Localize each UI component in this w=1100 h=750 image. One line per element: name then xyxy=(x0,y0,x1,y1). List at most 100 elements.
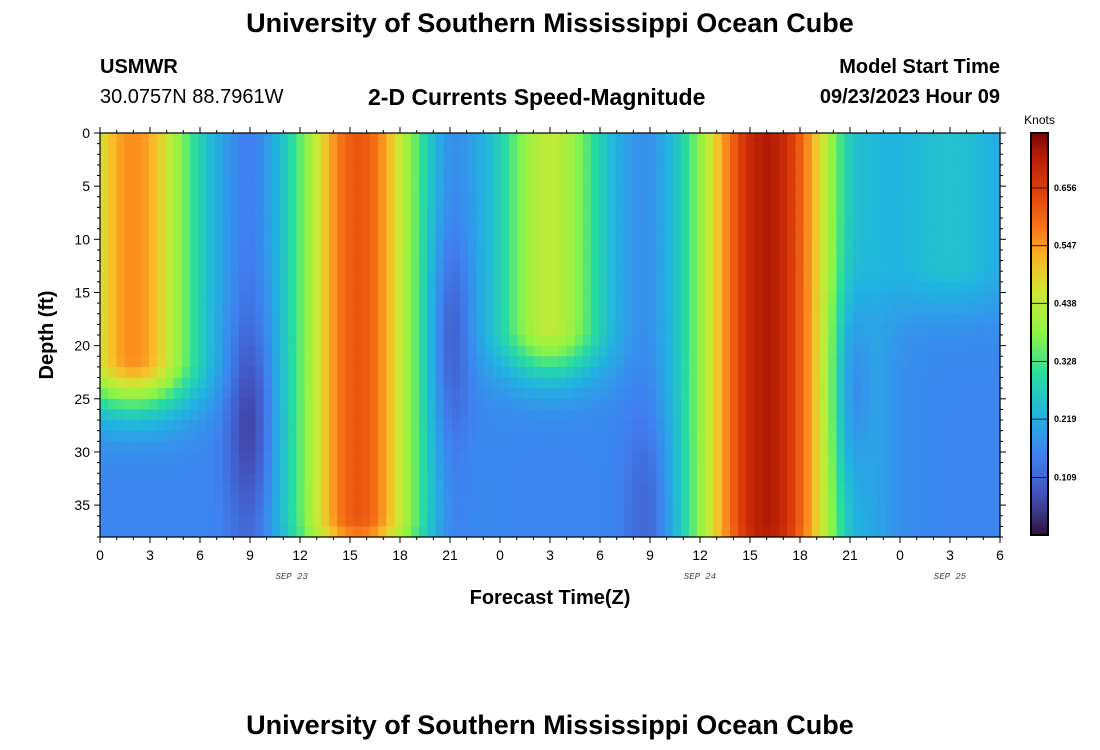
heatmap-cell xyxy=(983,154,993,166)
heatmap-cell xyxy=(206,388,216,400)
heatmap-cell xyxy=(271,377,281,389)
heatmap-cell xyxy=(468,483,477,496)
heatmap-cell xyxy=(288,335,297,347)
heatmap-cell xyxy=(329,388,338,400)
heatmap-cell xyxy=(713,526,723,538)
heatmap-cell xyxy=(885,388,895,400)
heatmap-cell xyxy=(476,505,486,517)
heatmap-cell xyxy=(427,494,437,506)
heatmap-cell xyxy=(623,260,633,272)
heatmap-cell xyxy=(353,239,363,251)
heatmap-cell xyxy=(713,207,723,219)
heatmap-cell xyxy=(410,430,420,442)
heatmap-cell xyxy=(173,324,183,336)
heatmap-cell xyxy=(402,356,412,368)
heatmap-cell xyxy=(631,451,641,464)
heatmap-cell xyxy=(312,526,322,538)
heatmap-cell xyxy=(885,526,895,538)
heatmap-cell xyxy=(680,260,690,272)
heatmap-cell xyxy=(959,207,968,219)
heatmap-cell xyxy=(476,313,486,325)
heatmap-cell xyxy=(746,324,756,336)
heatmap-cell xyxy=(443,228,453,240)
heatmap-cell xyxy=(918,388,927,400)
heatmap-cell xyxy=(149,430,158,442)
heatmap-cell xyxy=(190,186,199,198)
heatmap-cell xyxy=(967,451,977,464)
heatmap-cell xyxy=(762,526,772,538)
heatmap-cell xyxy=(517,398,527,411)
heatmap-cell xyxy=(918,164,927,177)
heatmap-cell xyxy=(370,335,379,347)
heatmap-cell xyxy=(190,164,199,177)
heatmap-cell xyxy=(820,207,829,219)
heatmap-cell xyxy=(983,303,993,315)
heatmap-cell xyxy=(149,196,158,209)
heatmap-cell xyxy=(590,356,600,368)
heatmap-cell xyxy=(852,207,862,219)
heatmap-cell xyxy=(705,409,715,421)
heatmap-cell xyxy=(623,133,633,145)
heatmap-cell xyxy=(607,186,617,198)
heatmap-cell xyxy=(689,324,698,336)
heatmap-cell xyxy=(149,133,158,145)
heatmap-cell xyxy=(762,154,772,166)
heatmap-cell xyxy=(214,451,224,464)
heatmap-cell xyxy=(140,388,150,400)
heatmap-cell xyxy=(451,207,461,219)
heatmap-cell xyxy=(689,420,698,432)
heatmap-cell xyxy=(836,292,846,304)
heatmap-cell xyxy=(975,515,985,527)
heatmap-cell xyxy=(967,175,977,187)
heatmap-cell xyxy=(157,249,167,262)
heatmap-cell xyxy=(271,388,281,400)
heatmap-cell xyxy=(492,356,502,368)
heatmap-cell xyxy=(746,398,756,411)
heatmap-cell xyxy=(288,196,297,209)
heatmap-cell xyxy=(574,483,584,496)
heatmap-cell xyxy=(304,239,314,251)
heatmap-cell xyxy=(239,239,248,251)
heatmap-cell xyxy=(713,143,723,155)
heatmap-cell xyxy=(255,377,265,389)
heatmap-cell xyxy=(656,451,666,464)
heatmap-cell xyxy=(967,409,977,421)
heatmap-cell xyxy=(100,164,109,177)
heatmap-cell xyxy=(100,409,109,421)
heatmap-cell xyxy=(222,239,232,251)
x-tick-label: 6 xyxy=(996,547,1004,563)
heatmap-cell xyxy=(566,324,576,336)
heatmap-cell xyxy=(271,398,281,411)
heatmap-cell xyxy=(558,260,567,272)
heatmap-cell xyxy=(770,409,780,421)
heatmap-cell xyxy=(713,239,723,251)
heatmap-cell xyxy=(779,239,788,251)
heatmap-cell xyxy=(607,494,617,506)
heatmap-cell xyxy=(697,324,707,336)
heatmap-cell xyxy=(206,133,216,145)
heatmap-cell xyxy=(132,154,142,166)
heatmap-cell xyxy=(402,451,412,464)
heatmap-cell xyxy=(361,281,371,294)
heatmap-cell xyxy=(353,377,363,389)
heatmap-cell xyxy=(918,271,927,283)
heatmap-cell xyxy=(582,207,592,219)
heatmap-cell xyxy=(607,292,617,304)
heatmap-cell xyxy=(852,483,862,496)
heatmap-cell xyxy=(190,281,199,294)
heatmap-cell xyxy=(893,249,903,262)
heatmap-cell xyxy=(435,313,445,325)
heatmap-cell xyxy=(787,398,797,411)
heatmap-cell xyxy=(419,228,428,240)
heatmap-cell xyxy=(345,462,355,474)
heatmap-cell xyxy=(558,398,567,411)
heatmap-cell xyxy=(541,356,551,368)
heatmap-cell xyxy=(541,441,551,453)
heatmap-cell xyxy=(607,335,617,347)
heatmap-cell xyxy=(124,228,134,240)
heatmap-cell xyxy=(312,441,322,453)
heatmap-cell xyxy=(950,143,960,155)
heatmap-cell xyxy=(214,515,224,527)
heatmap-cell xyxy=(656,239,666,251)
heatmap-cell xyxy=(844,515,854,527)
